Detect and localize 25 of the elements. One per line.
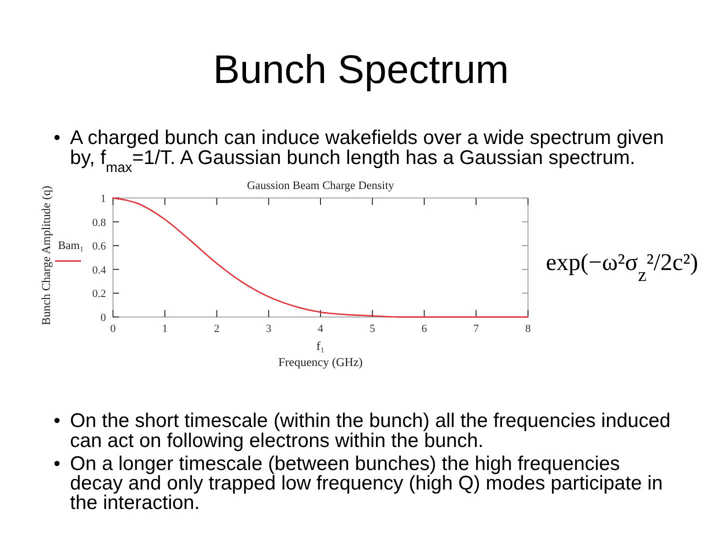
x-tick-label: 8 bbox=[525, 323, 532, 335]
y-tick-label: 0.4 bbox=[92, 264, 106, 276]
y-tick-label: 0.2 bbox=[92, 288, 106, 300]
x-tick-label: 7 bbox=[473, 323, 480, 335]
x-tick-label: 4 bbox=[318, 323, 324, 335]
x-tick-label: 6 bbox=[422, 323, 428, 335]
y-tick-label: 0.6 bbox=[92, 240, 106, 253]
y-tick-label: 0.8 bbox=[92, 216, 106, 229]
text: On the short timescale (within the bunch) all the frequencies induced can act on following electrons within the bunch. bbox=[70, 410, 670, 452]
x-axis-title: f₁ Frequency (GHz) bbox=[278, 339, 363, 369]
text: Bam₁ bbox=[58, 240, 84, 252]
y-tick-label: 1 bbox=[100, 193, 106, 205]
x-tick-label: 1 bbox=[162, 323, 168, 335]
line-series bbox=[112, 197, 529, 318]
y-axis-title: Bunch Charge Amplitude (q) bbox=[39, 186, 53, 326]
chart-subtitle: Gaussion Beam Charge Density bbox=[246, 180, 394, 192]
x-tick-label: 2 bbox=[214, 323, 220, 335]
x-tick-label: 0 bbox=[110, 323, 116, 335]
y-tick-label: 0 bbox=[100, 312, 106, 324]
x-tick-label: 5 bbox=[370, 323, 376, 335]
chart-title: Bunch Spectrum bbox=[213, 48, 509, 92]
x-tick-label: 3 bbox=[266, 323, 272, 335]
text: On a longer timescale (between bunches) the high frequencies decay and only trapped low frequency (high Q) modes participate in the interaction. bbox=[70, 453, 663, 514]
text: exp(−ω²σ$_{z}$²/2c²) bbox=[546, 250, 698, 286]
text: A charged bunch can induce wakefields over a wide spectrum given by, f$_{max}$=1/T. A Gaussian bunch length has a Gaussian spectrum. bbox=[70, 127, 664, 175]
